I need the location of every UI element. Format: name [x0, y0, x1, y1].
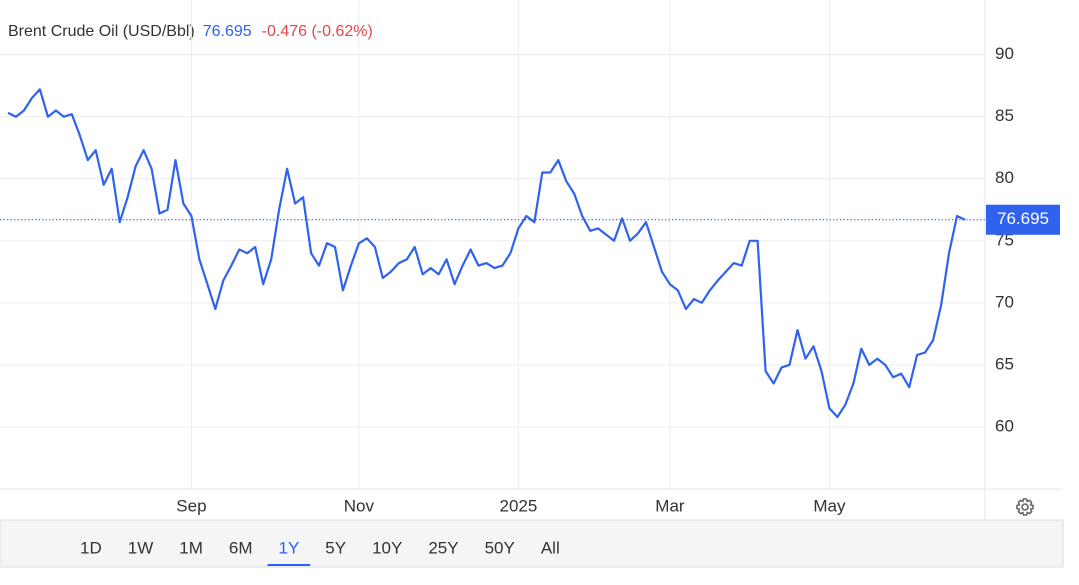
chart-title: Brent Crude Oil (USD/Bbl): [8, 23, 195, 40]
y-tick-label: 60: [995, 416, 1014, 435]
range-button[interactable]: 25Y: [428, 538, 458, 557]
header-price: 76.695: [203, 23, 252, 40]
range-button[interactable]: 1D: [80, 538, 102, 557]
header-change: -0.476 (-0.62%): [262, 23, 373, 40]
range-button[interactable]: All: [541, 538, 560, 557]
last-value-label: 76.695: [997, 209, 1049, 228]
y-tick-label: 80: [995, 168, 1014, 187]
y-tick-label: 85: [995, 106, 1014, 125]
range-button[interactable]: 6M: [229, 538, 253, 557]
range-button[interactable]: 1Y: [278, 538, 299, 557]
x-tick-label: Nov: [344, 496, 375, 515]
range-button[interactable]: 5Y: [325, 538, 346, 557]
y-tick-label: 90: [995, 44, 1014, 63]
settings-icon[interactable]: [1016, 498, 1034, 516]
price-line: [7, 88, 966, 419]
last-value-box: [986, 204, 1060, 235]
x-tick-label: May: [813, 496, 846, 515]
range-button[interactable]: 1M: [179, 538, 203, 557]
y-tick-label: 65: [995, 354, 1014, 373]
y-tick-label: 70: [995, 292, 1014, 311]
range-bar: [0, 519, 1064, 568]
x-tick-label: Mar: [655, 496, 685, 515]
x-tick-label: 2025: [499, 496, 537, 515]
range-button[interactable]: 50Y: [485, 538, 515, 557]
x-tick-label: Sep: [176, 496, 206, 515]
y-tick-label: 75: [995, 230, 1014, 249]
range-button[interactable]: 10Y: [372, 538, 402, 557]
range-button[interactable]: 1W: [128, 538, 154, 557]
